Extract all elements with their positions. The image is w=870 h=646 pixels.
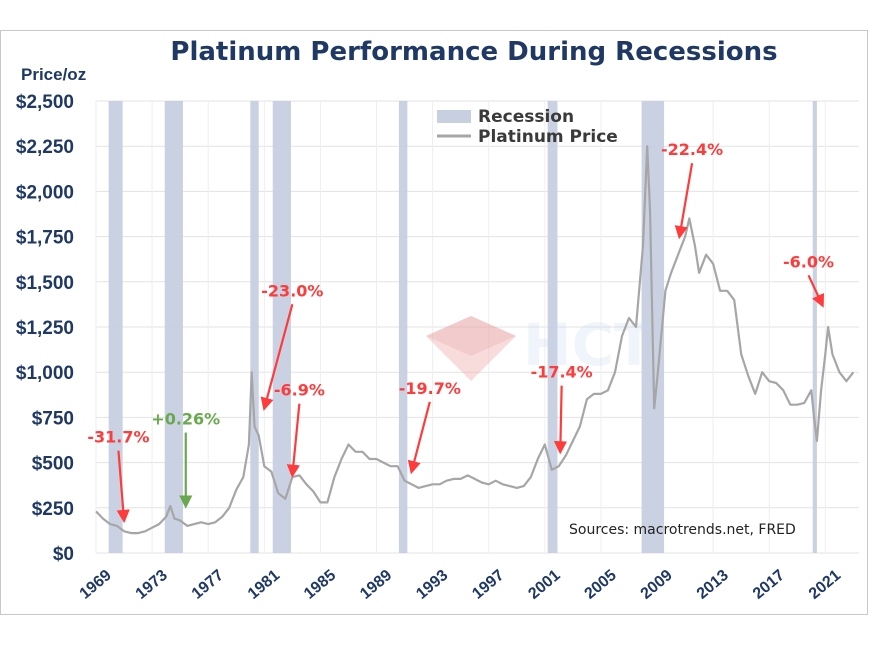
annotation-arrow: [553, 385, 568, 455]
recession-band: [250, 101, 259, 553]
source-note: Sources: macrotrends.net, FRED: [569, 522, 796, 538]
recession-band: [812, 101, 817, 553]
x-tick-label: 1985: [301, 567, 339, 603]
x-tick-label: 1997: [469, 567, 507, 603]
x-axis-ticks: 1969 1973 1977 1981 1985 1989 1993 1997 2001 2005…: [77, 567, 845, 603]
annotation-label: +0.26%: [151, 410, 220, 429]
annotation-arrow: [116, 450, 130, 524]
y-tick-label: $500: [32, 454, 74, 475]
grid: [95, 100, 859, 554]
annotations: -31.7%+0.26% -23.0% -6.9% -19.7% -17.4% -22.4…: [87, 140, 834, 524]
y-tick-label: $2,250: [16, 137, 74, 158]
y-tick-label: $0: [53, 544, 74, 565]
x-tick-label: 1977: [189, 567, 227, 603]
annotation-label: -22.4%: [661, 140, 723, 159]
annotation-label: -6.0%: [783, 252, 834, 271]
y-tick-label: $750: [32, 408, 74, 429]
legend-swatch-recession: [437, 110, 471, 123]
legend-label-recession: Recession: [478, 107, 574, 127]
annotation-arrow: [807, 274, 825, 308]
x-tick-label: 2021: [806, 567, 844, 603]
y-tick-label: $2,500: [16, 92, 74, 113]
x-tick-label: 1973: [133, 567, 171, 603]
x-tick-label: 2009: [638, 567, 676, 603]
annotation-label: -17.4%: [531, 363, 593, 382]
annotation-label: -19.7%: [399, 379, 461, 398]
chart-frame: HCT $0 $250 $500 $750 $1,000 $1,250 $1,500 $1,7…: [0, 30, 868, 615]
annotation-arrow: [407, 401, 431, 475]
y-axis-label: Price/oz: [21, 65, 86, 84]
recession-bands: [108, 101, 817, 553]
y-axis-ticks: $0 $250 $500 $750 $1,000 $1,250 $1,500 $1,750 $2…: [16, 92, 74, 565]
x-tick-label: 1969: [77, 567, 115, 603]
recession-band: [272, 101, 291, 553]
platinum-price-line: [95, 145, 855, 535]
recession-band: [164, 101, 183, 553]
y-tick-label: $1,000: [16, 363, 74, 384]
chart-title: Platinum Performance During Recessions: [170, 37, 777, 67]
watermark-logo-top-icon: [426, 316, 516, 356]
y-tick-label: $2,000: [16, 182, 74, 203]
x-tick-label: 1981: [245, 567, 283, 603]
annotation-label: -23.0%: [261, 281, 323, 300]
recession-band: [398, 101, 408, 553]
x-tick-label: 2017: [750, 567, 788, 603]
y-tick-label: $1,250: [16, 318, 74, 339]
x-tick-label: 2001: [525, 567, 563, 603]
legend: Recession Platinum Price: [437, 107, 618, 147]
y-tick-label: $1,750: [16, 228, 74, 249]
recession-band: [547, 101, 558, 553]
annotation-label: -31.7%: [87, 428, 149, 447]
x-tick-label: 1989: [357, 567, 395, 603]
y-tick-label: $250: [32, 499, 74, 520]
recession-band: [108, 101, 123, 553]
x-tick-label: 2013: [694, 567, 732, 603]
series-layer: [95, 145, 855, 535]
annotation-label: -6.9%: [274, 381, 325, 400]
y-tick-label: $1,500: [16, 273, 74, 294]
platinum-chart: HCT $0$250$500$750$1,000$1,250$1,500$1,7…: [16, 37, 859, 603]
x-tick-label: 1993: [413, 567, 451, 603]
annotation-arrow: [286, 403, 301, 478]
legend-label-platinum: Platinum Price: [478, 127, 618, 147]
annotation-arrow: [674, 163, 694, 240]
x-tick-label: 2005: [582, 567, 620, 603]
annotation-arrow: [260, 303, 294, 411]
